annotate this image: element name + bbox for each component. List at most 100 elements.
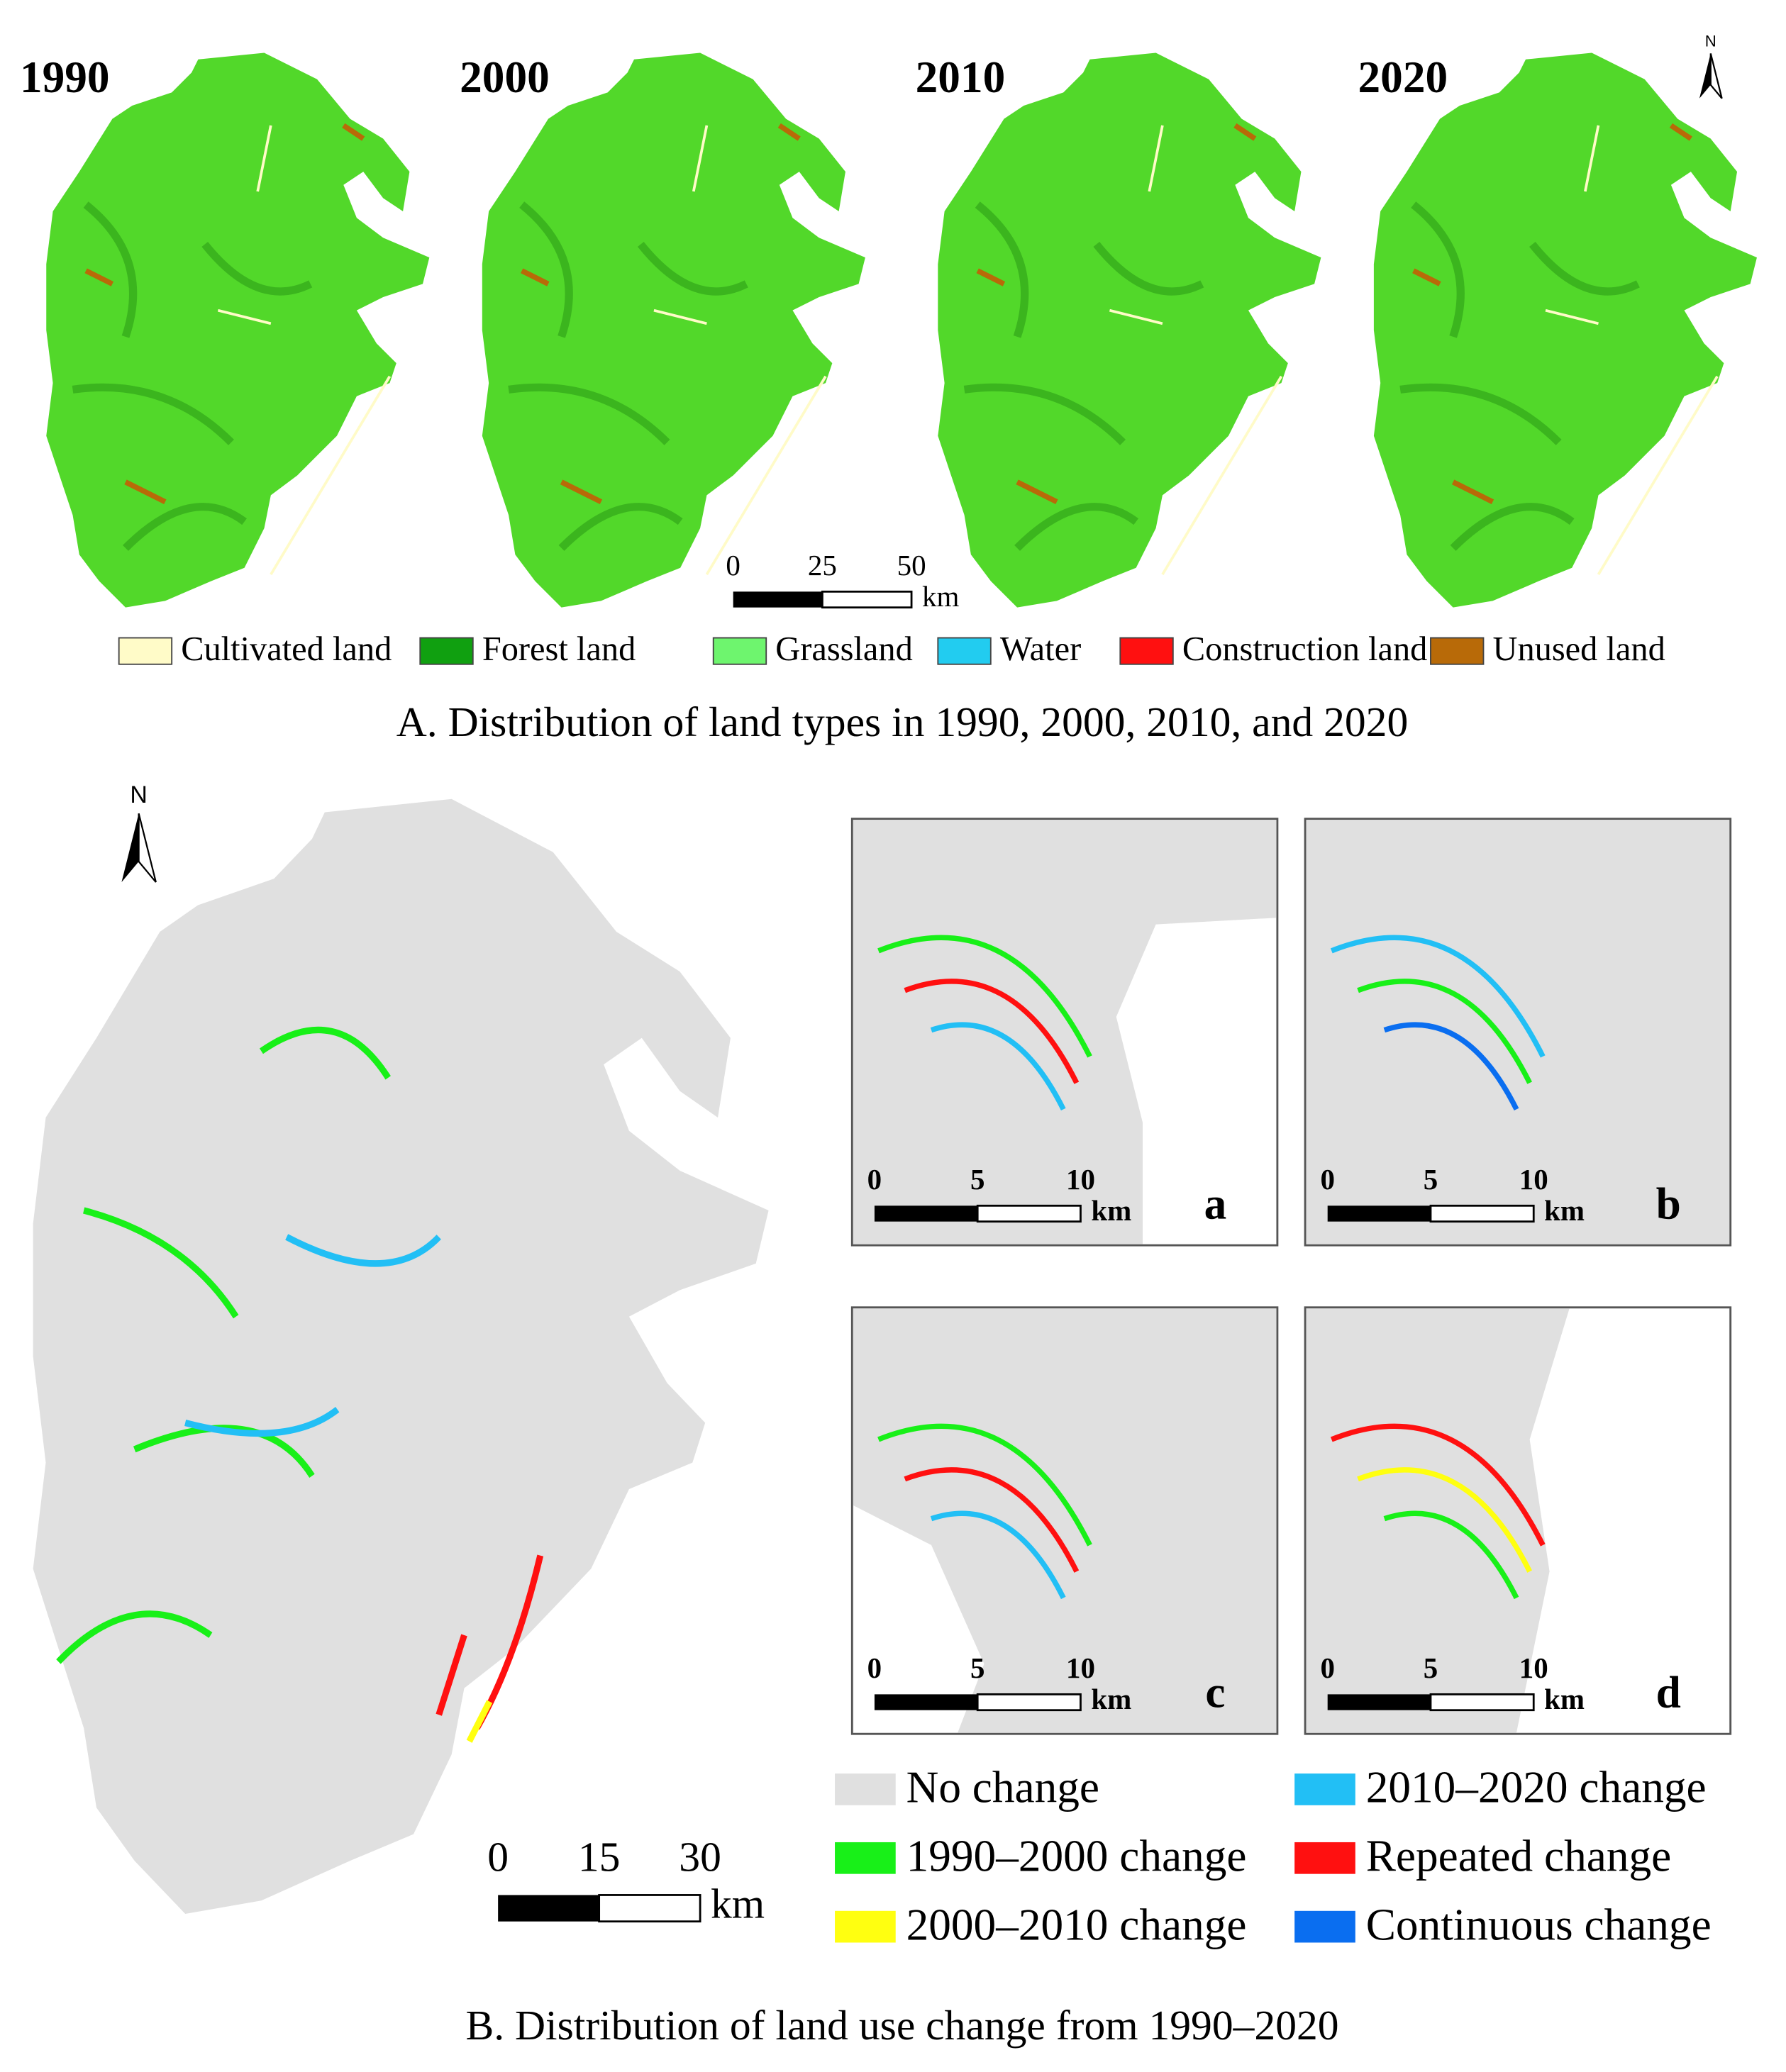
year-label: 1990 (20, 52, 110, 102)
caption: A. Distribution of land types in 1990, 2… (396, 698, 1408, 745)
north-arrow (121, 813, 139, 883)
land-map (1373, 52, 1757, 608)
scale-label: 0 (487, 1833, 509, 1880)
change-texture (904, 1467, 1080, 1573)
caption: B. Distribution of land use change from … (465, 2002, 1338, 2049)
scale-bar-black (498, 1895, 599, 1922)
forest-texture (1399, 201, 1640, 551)
scale-bar-white (976, 1204, 1082, 1223)
scale-label: 15 (578, 1833, 621, 1880)
north-label: N (130, 781, 147, 808)
scale-label: 5 (970, 1163, 984, 1196)
legend-swatch (835, 1773, 896, 1805)
forest-texture (72, 201, 313, 551)
scale-bar-black (874, 1694, 978, 1710)
land-region (1373, 52, 1757, 608)
change-texture (1357, 1467, 1532, 1573)
legend-label: Construction land (1182, 630, 1428, 668)
scale-label: 25 (808, 549, 837, 581)
scale-unit: km (1544, 1194, 1585, 1227)
legend-swatch (712, 637, 767, 665)
scale-bar-white (976, 1693, 1082, 1712)
change-texture (1383, 1022, 1519, 1111)
change-texture (877, 935, 1092, 1058)
change-texture (466, 1700, 493, 1743)
scale-bar-white (1429, 1204, 1535, 1223)
legend-label: No change (906, 1763, 1099, 1812)
inset-label: a (1204, 1179, 1227, 1229)
inset-background (1304, 818, 1732, 1247)
year-label: 2020 (1358, 52, 1448, 102)
inset-label: d (1656, 1668, 1681, 1717)
legend-label: Forest land (482, 630, 636, 668)
change-texture (930, 1510, 1066, 1600)
year-label: 2010 (916, 52, 1006, 102)
land-map (482, 52, 865, 608)
scale-bar-black (733, 591, 823, 608)
land-map (938, 52, 1321, 608)
north-label: N (1705, 32, 1716, 50)
change-texture (1330, 1423, 1546, 1547)
scale-unit: km (1544, 1683, 1585, 1715)
scale-unit: km (711, 1881, 765, 1927)
legend-swatch (1294, 1910, 1355, 1943)
legend-label: 1990–2000 change (906, 1832, 1247, 1881)
scale-label: 10 (1519, 1652, 1548, 1684)
scale-label: 0 (867, 1163, 882, 1196)
scale-unit: km (1091, 1194, 1131, 1227)
scale-bar-white (1429, 1693, 1535, 1712)
north-arrow (1709, 53, 1723, 99)
cultivated-texture (1545, 125, 1719, 576)
scale-label: 30 (679, 1833, 721, 1880)
scale-label: 0 (1320, 1652, 1334, 1684)
scale-label: 0 (726, 549, 740, 581)
change-texture (1383, 1510, 1519, 1600)
unused-texture (521, 123, 801, 505)
legend-label: Cultivated land (181, 630, 392, 668)
change-texture (1330, 935, 1546, 1058)
change-texture (56, 1026, 391, 1664)
forest-texture (508, 201, 748, 551)
change-texture (930, 1022, 1066, 1111)
scale-bar-black (874, 1205, 978, 1222)
land-region (482, 52, 865, 608)
cultivated-texture (653, 125, 827, 576)
scale-unit: km (1091, 1683, 1131, 1715)
legend-label: Repeated change (1366, 1832, 1672, 1881)
legend-label: Unused land (1492, 630, 1665, 668)
land-map (46, 52, 430, 608)
cultivated-texture (1109, 125, 1283, 576)
scale-bar-black (1327, 1205, 1431, 1222)
legend-label: 2000–2010 change (906, 1900, 1247, 1949)
legend-label: Water (1000, 630, 1081, 668)
change-texture (904, 979, 1080, 1084)
inset-outside (1516, 1308, 1729, 1733)
scale-unit: km (922, 580, 959, 613)
cultivated-texture (217, 125, 392, 576)
legend-swatch (1294, 1773, 1355, 1805)
legend-swatch (419, 637, 474, 665)
inset-label: c (1205, 1668, 1225, 1717)
unused-texture (84, 123, 365, 505)
change-texture (184, 1234, 441, 1437)
legend-swatch (1430, 637, 1485, 665)
scale-label: 50 (897, 549, 926, 581)
scale-bar-white (821, 590, 913, 609)
scale-bar-white (598, 1894, 701, 1923)
unused-texture (1412, 123, 1692, 505)
scale-label: 5 (1424, 1652, 1438, 1684)
legend-label: 2010–2020 change (1366, 1763, 1707, 1812)
legend-swatch (1294, 1842, 1355, 1874)
legend-label: Continuous change (1366, 1900, 1712, 1949)
scale-label: 0 (867, 1652, 882, 1684)
scale-label: 10 (1066, 1163, 1095, 1196)
inset-outside (1116, 918, 1277, 1244)
legend-label: Grassland (775, 630, 913, 668)
legend-swatch (835, 1842, 896, 1874)
